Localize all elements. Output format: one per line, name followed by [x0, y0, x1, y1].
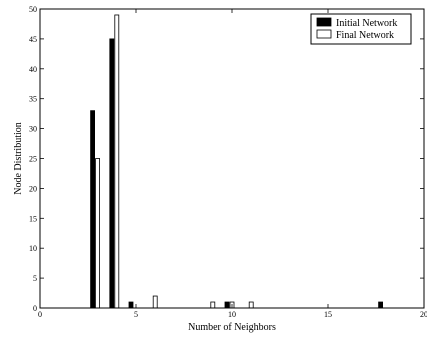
ticks-layer: 0 5 10 15 20 0 5 10 15 20 25 30 35 40 45 50: [29, 5, 427, 319]
x-tick-label-0: 0: [38, 310, 42, 319]
y-tick-label-50: 50: [29, 5, 37, 14]
bar-initial-network-x10: [224, 301, 230, 309]
y-tick-label-15: 15: [29, 214, 37, 223]
y-tick-label-40: 40: [29, 65, 37, 74]
bar-final-network-x9: [210, 301, 216, 309]
y-tick-label-20: 20: [29, 184, 37, 193]
x-axis-label: Number of Neighbors: [188, 322, 276, 333]
legend-label-initial-network: Initial Network: [336, 18, 397, 29]
y-tick-label-0: 0: [33, 304, 37, 313]
x-tick-label-20: 20: [420, 310, 427, 319]
bar-final-network-x6: [152, 295, 158, 309]
bar-initial-network-x5: [128, 301, 134, 309]
legend-swatch-initial-network: [316, 17, 332, 27]
y-axis-label: Node Distribution: [13, 122, 24, 195]
y-tick-label-45: 45: [29, 35, 37, 44]
bar-final-network-x11: [248, 301, 254, 309]
bar-initial-network-x18: [378, 301, 384, 309]
y-tick-label-30: 30: [29, 125, 37, 134]
x-tick-label-15: 15: [324, 310, 332, 319]
y-tick-label-10: 10: [29, 244, 37, 253]
legend-label-final-network: Final Network: [336, 30, 394, 41]
legend-swatch-final-network: [316, 29, 332, 39]
y-tick-label-25: 25: [29, 155, 37, 164]
x-tick-label-10: 10: [228, 310, 236, 319]
bar-final-network-x3: [95, 158, 100, 309]
y-tick-label-35: 35: [29, 95, 37, 104]
bars-layer: [90, 14, 384, 309]
legend: Initial Network Final Network: [310, 13, 412, 45]
bar-initial-network-x3: [90, 110, 95, 309]
bar-final-network-x4: [114, 14, 120, 309]
y-tick-label-5: 5: [33, 274, 37, 283]
bar-initial-network-x4: [109, 38, 115, 309]
x-tick-label-5: 5: [134, 310, 138, 319]
